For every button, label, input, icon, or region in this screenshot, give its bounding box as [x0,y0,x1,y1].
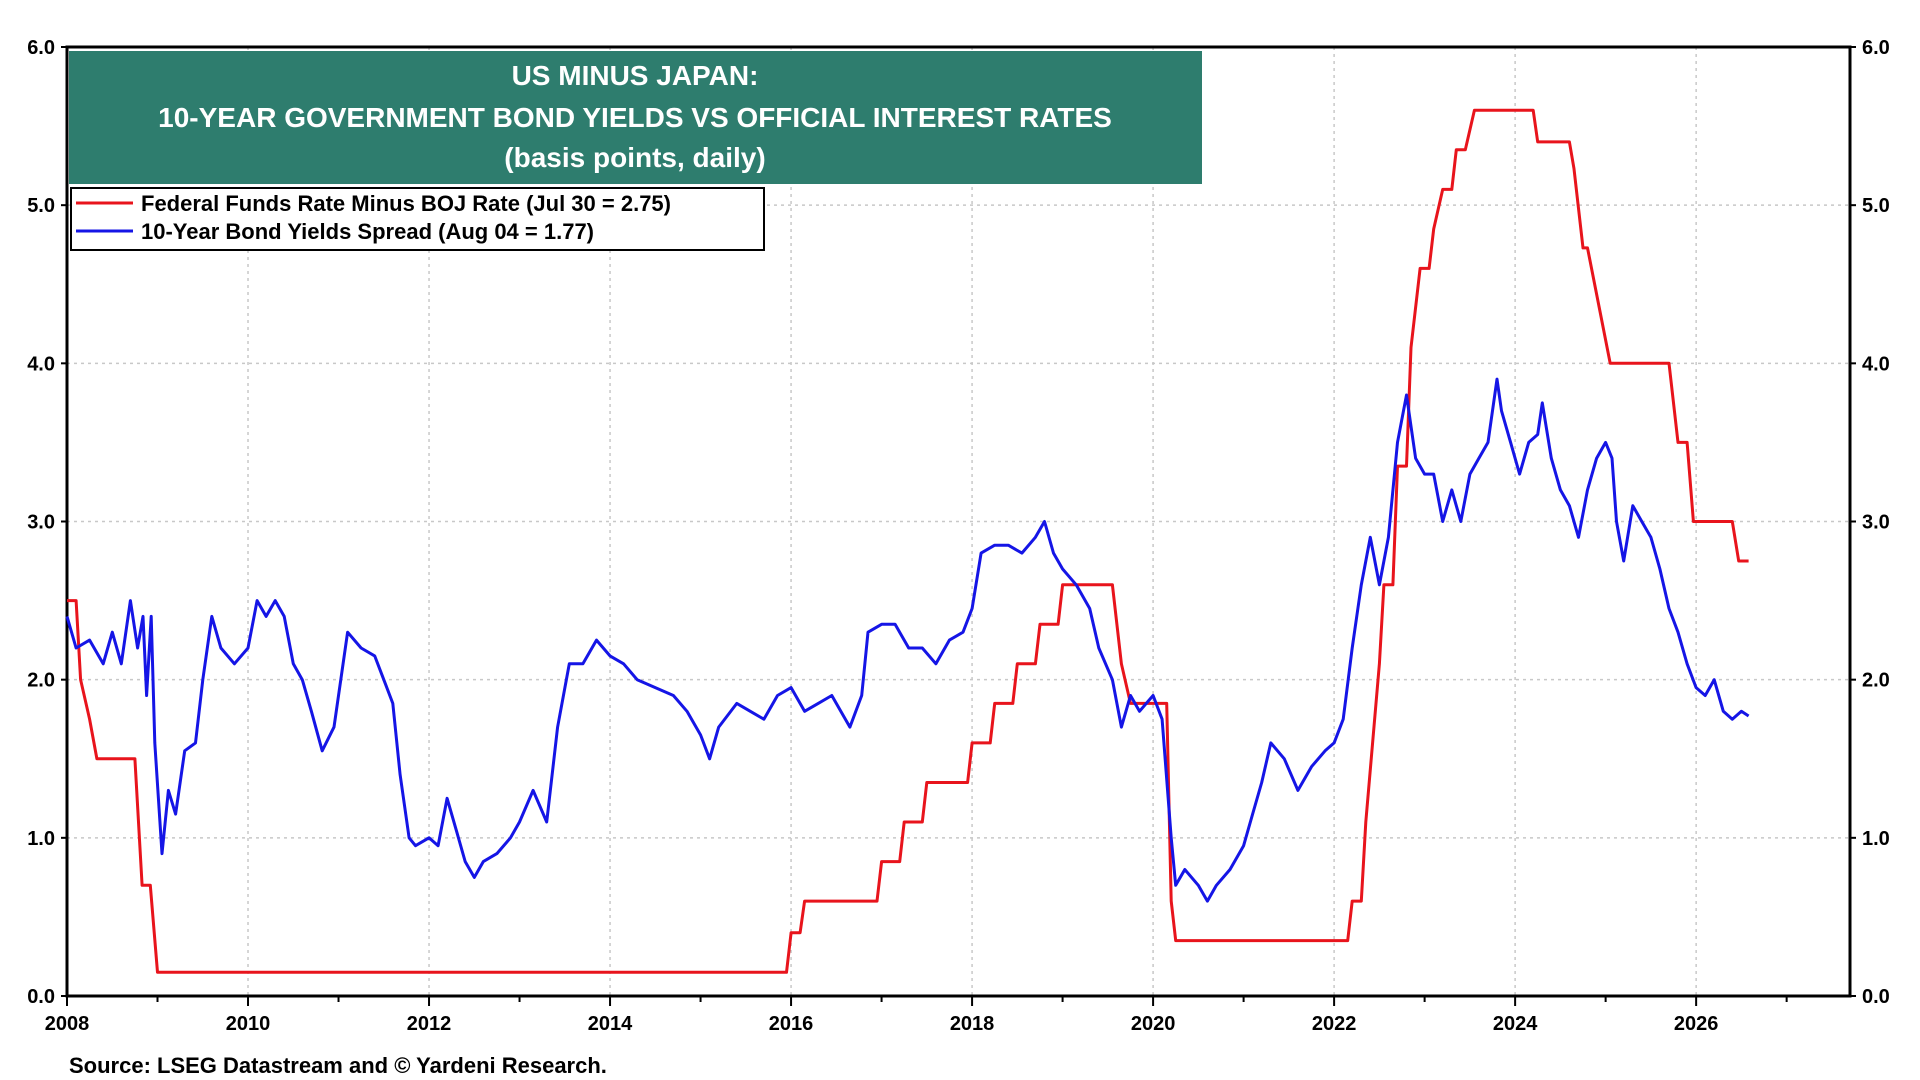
x-tick-label: 2016 [769,1013,814,1035]
y-axis-left: 0.0 1.0 2.0 3.0 4.0 5.0 6.0 [27,37,67,1008]
legend-label-fed-funds: Federal Funds Rate Minus BOJ Rate (Jul 3… [141,191,671,216]
x-axis: 2008 2010 2012 2014 2016 2018 2020 2022 2024 2026 [45,996,1788,1035]
y-tick-label-left: 4.0 [27,353,55,375]
chart-subtitle: 10-YEAR GOVERNMENT BOND YIELDS VS OFFICI… [158,102,1112,133]
y-tick-label-left: 3.0 [27,512,55,534]
y-axis-right: 0.0 1.0 2.0 3.0 4.0 5.0 6.0 [1850,37,1890,1008]
x-tick-label: 2014 [588,1013,633,1035]
x-tick-label: 2020 [1131,1013,1176,1035]
x-tick-label: 2026 [1674,1013,1719,1035]
x-tick-label: 2018 [950,1013,995,1035]
x-tick-label: 2010 [226,1013,271,1035]
chart-title: US MINUS JAPAN: [512,60,759,91]
y-tick-label-left: 2.0 [27,670,55,692]
title-background [69,51,1202,184]
y-tick-label-right: 0.0 [1862,986,1890,1008]
x-tick-label: 2022 [1312,1013,1357,1035]
y-tick-label-right: 6.0 [1862,37,1890,59]
y-tick-label-right: 3.0 [1862,512,1890,534]
legend-label-bond-spread: 10-Year Bond Yields Spread (Aug 04 = 1.7… [141,219,594,244]
y-tick-label-right: 2.0 [1862,670,1890,692]
y-tick-label-left: 5.0 [27,195,55,217]
grid-lines [67,47,1850,996]
x-tick-label: 2008 [45,1013,90,1035]
chart-units: (basis points, daily) [504,142,765,173]
x-tick-label: 2024 [1493,1013,1538,1035]
y-tick-label-right: 1.0 [1862,828,1890,850]
series-line-fed-funds [67,108,1749,974]
series-lines [65,108,1750,974]
series-line-bond-spread [65,377,1750,903]
legend-box [70,187,765,251]
title-box: US MINUS JAPAN: 10-YEAR GOVERNMENT BOND … [69,51,1202,184]
x-tick-label: 2012 [407,1013,452,1035]
y-tick-label-right: 4.0 [1862,353,1890,375]
y-tick-label-left: 0.0 [27,986,55,1008]
source-note: Source: LSEG Datastream and © Yardeni Re… [69,1053,607,1078]
legend: Federal Funds Rate Minus BOJ Rate (Jul 3… [70,187,765,251]
y-tick-label-left: 6.0 [27,37,55,59]
y-tick-label-right: 5.0 [1862,195,1890,217]
y-tick-label-left: 1.0 [27,828,55,850]
